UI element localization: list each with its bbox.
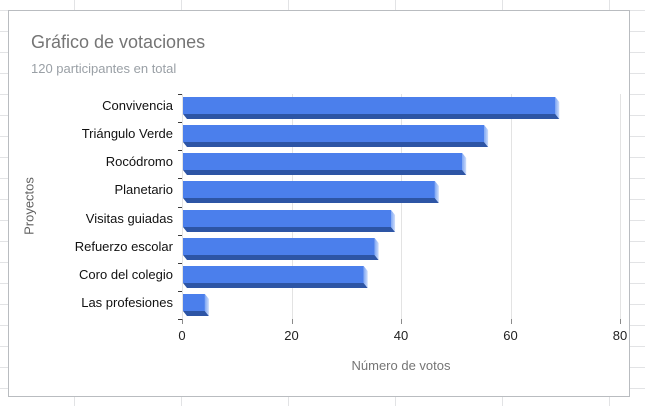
x-axis-tick-mark	[510, 319, 512, 324]
chart-title: Gráfico de votaciones	[31, 32, 206, 52]
y-axis-tick-mark	[178, 178, 182, 180]
bar-shape[interactable]	[183, 226, 396, 232]
bar-4[interactable]	[183, 181, 441, 204]
category-label: Rocódromo	[105, 154, 173, 170]
bar-shape[interactable]	[183, 97, 556, 114]
bar-shape[interactable]	[204, 293, 209, 316]
category-label: Visitas guiadas	[85, 210, 173, 226]
y-axis-tick-mark	[178, 122, 182, 124]
x-axis-tick-mark	[182, 319, 183, 324]
bar-6[interactable]	[183, 237, 381, 261]
bar-shape[interactable]	[183, 265, 364, 283]
bar-7[interactable]	[183, 265, 370, 289]
x-axis-tick-label: 80	[612, 328, 628, 343]
bar-shape[interactable]	[484, 125, 489, 148]
x-axis-tick-label: 20	[284, 328, 299, 343]
category-label: Refuerzo escolar	[74, 238, 173, 254]
bar-shape[interactable]	[183, 254, 379, 260]
bar-1[interactable]	[183, 97, 562, 120]
bar-5[interactable]	[183, 209, 398, 233]
vertical-gridline	[182, 94, 183, 319]
y-axis-tick-mark	[178, 319, 182, 320]
bar-2[interactable]	[183, 125, 491, 148]
category-label: Coro del colegio	[79, 266, 173, 282]
vertical-gridline	[620, 94, 621, 319]
y-axis-tick-mark	[178, 262, 182, 264]
bar-shape[interactable]	[555, 97, 560, 119]
bar-shape[interactable]	[183, 114, 560, 119]
bar-shape[interactable]	[183, 153, 463, 171]
bar-shape[interactable]	[183, 293, 205, 311]
bar-shape[interactable]	[183, 198, 439, 204]
x-axis-tick-mark	[401, 319, 402, 324]
bar-shape[interactable]	[374, 237, 379, 260]
y-axis-tick-mark	[178, 290, 182, 292]
y-axis-tick-mark	[178, 206, 182, 208]
x-axis-tick-mark	[291, 319, 293, 324]
x-axis-tick-mark	[620, 319, 621, 324]
y-axis-tick-mark	[178, 234, 182, 236]
bar-shape[interactable]	[183, 282, 368, 288]
vertical-gridline	[401, 94, 402, 319]
y-axis-tick-mark	[178, 94, 182, 95]
vertical-gridline	[291, 94, 293, 319]
x-axis-tick-label: 40	[393, 328, 409, 343]
bar-shape[interactable]	[183, 142, 489, 148]
y-axis-title: Proyectos	[21, 177, 37, 235]
category-label: Convivencia	[102, 98, 173, 113]
bar-shape[interactable]	[391, 209, 396, 232]
bar-shape[interactable]	[183, 237, 375, 255]
bar-3[interactable]	[183, 153, 469, 176]
x-axis-title: Número de votos	[351, 358, 451, 373]
chart-card[interactable]: Gráfico de votaciones 120 participantes …	[8, 10, 630, 397]
chart-subtitle: 120 participantes en total	[31, 61, 177, 76]
x-axis-tick-label: 0	[178, 328, 186, 343]
plot-area: Proyectos Convivencia Triángulo Verde Rocó…	[9, 11, 629, 396]
bar-shape[interactable]	[183, 170, 467, 176]
y-axis-tick-mark	[178, 150, 182, 152]
bar-shape[interactable]	[183, 310, 209, 316]
vertical-gridline	[510, 94, 512, 319]
bar-shape[interactable]	[434, 181, 439, 204]
category-label: Triángulo Verde	[81, 126, 173, 142]
bar-shape[interactable]	[183, 209, 392, 227]
bar-shape[interactable]	[462, 153, 467, 176]
bar-shape[interactable]	[363, 265, 368, 288]
category-label: Las profesiones	[81, 294, 173, 310]
bar-shape[interactable]	[183, 181, 435, 199]
category-label: Planetario	[114, 182, 173, 198]
bar-shape[interactable]	[183, 125, 485, 143]
bar-8[interactable]	[183, 293, 211, 317]
x-axis-tick-label: 60	[503, 328, 518, 343]
